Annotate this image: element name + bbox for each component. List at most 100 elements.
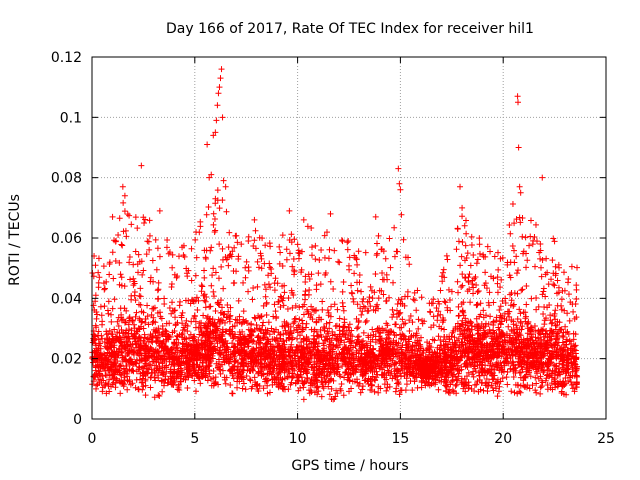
roti-point [337,373,344,380]
roti-point [553,290,560,297]
roti-point [339,363,346,370]
roti-point [332,323,339,330]
roti-point [376,287,383,294]
roti-point [427,309,434,316]
roti-point [381,276,388,283]
roti-point [353,256,360,263]
roti-point [240,279,247,286]
roti-point [272,308,279,315]
roti-point [549,257,556,264]
roti-point [339,355,346,362]
roti-point [182,376,189,383]
roti-point [537,384,544,391]
roti-point [124,386,131,393]
roti-point [491,366,498,373]
roti-point [147,374,154,381]
roti-point [339,238,346,245]
roti-point [242,274,249,281]
roti-point [402,387,409,394]
roti-point [196,375,203,382]
roti-point [139,271,146,278]
roti-point [504,355,511,362]
roti-point [118,317,125,324]
roti-point [286,250,293,257]
roti-point [178,314,185,321]
roti-point [201,297,208,304]
roti-point [335,364,342,371]
roti-point [264,377,271,384]
roti-point [207,247,214,254]
roti-point [277,249,284,256]
roti-point [494,274,501,281]
roti-point [566,317,573,324]
roti-point [367,283,374,290]
roti-point [258,255,265,262]
roti-point [490,299,497,306]
roti-point [254,258,261,265]
roti-point [434,349,441,356]
roti-point [198,282,205,289]
roti-point [409,387,416,394]
roti-point [490,327,497,334]
roti-point [550,235,557,242]
roti-point [452,365,459,372]
roti-point [92,298,99,305]
roti-point [242,386,249,393]
roti-point [295,255,302,262]
roti-point [305,291,312,298]
roti-point [194,306,201,313]
roti-point [290,255,297,262]
roti-point [108,318,115,325]
roti-point [404,288,411,295]
roti-point [407,312,414,319]
roti-point [255,388,262,395]
roti-point [409,319,416,326]
roti-point [495,388,502,395]
roti-point [533,306,540,313]
roti-point [315,388,322,395]
roti-point [483,375,490,382]
roti-point [323,229,330,236]
roti-point [293,335,300,342]
roti-point [439,278,446,285]
roti-point [128,221,135,228]
roti-point [245,233,252,240]
roti-point [130,275,137,282]
roti-point [184,273,191,280]
roti-point [299,248,306,255]
roti-point [255,264,262,271]
roti-point [219,367,226,374]
roti-point [391,253,398,260]
roti-point [215,381,222,388]
roti-point [529,382,536,389]
roti-point [217,370,224,377]
roti-point [202,255,209,262]
roti-point [296,304,303,311]
roti-point [210,210,217,217]
roti-point [454,278,461,285]
roti-point [548,276,555,283]
roti-point [326,319,333,326]
roti-point [300,396,307,403]
roti-point [147,344,154,351]
roti-point [245,326,252,333]
roti-point [532,374,539,381]
roti-point [166,305,173,312]
roti-point [387,264,394,271]
roti-point [339,299,346,306]
roti-point [393,307,400,314]
roti-point [400,321,407,328]
roti-point [204,328,211,335]
roti-point [154,245,161,252]
roti-point [532,221,539,228]
roti-point [312,242,319,249]
roti-point [373,240,380,247]
roti-point [285,295,292,302]
roti-point [549,351,556,358]
roti-point [406,327,413,334]
roti-point [464,250,471,257]
roti-point [103,278,110,285]
roti-point [461,274,468,281]
roti-point [473,301,480,308]
roti-point [455,370,462,377]
